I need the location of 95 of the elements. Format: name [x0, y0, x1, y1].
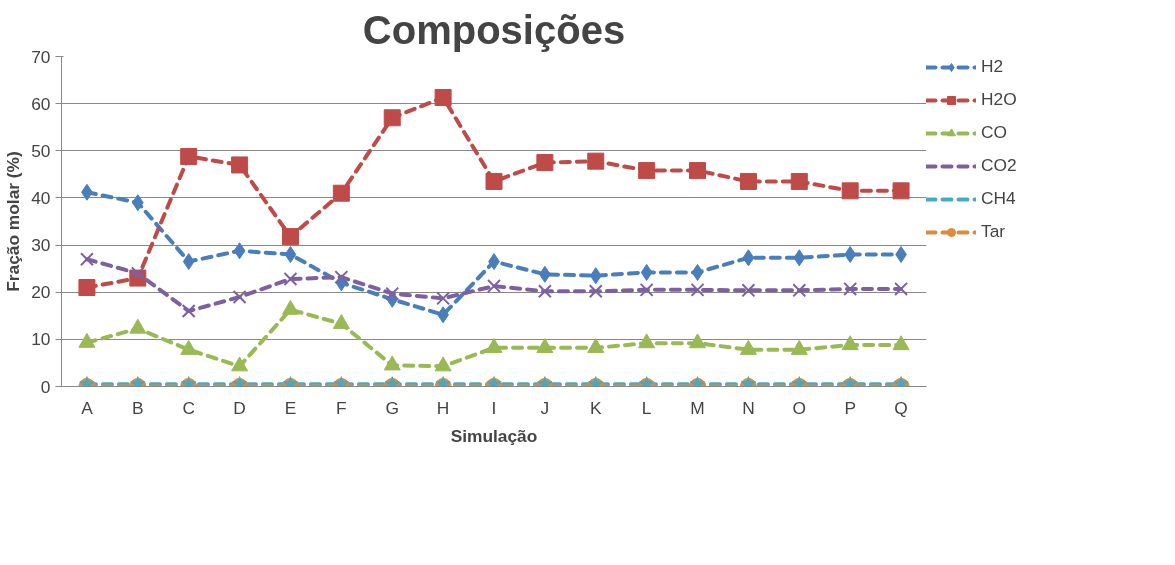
point	[841, 182, 859, 200]
chart-title: Composições	[362, 7, 626, 52]
point	[182, 253, 195, 271]
point	[281, 228, 299, 246]
point	[281, 299, 299, 315]
y-tick-label: 30	[31, 235, 51, 256]
point	[332, 184, 350, 202]
point	[436, 291, 451, 306]
x-tick-label: F	[336, 397, 347, 418]
point	[537, 284, 552, 299]
point	[332, 314, 350, 329]
point	[742, 249, 755, 267]
point	[841, 335, 859, 351]
point	[790, 339, 808, 355]
x-tick-label: G	[385, 397, 399, 418]
point	[131, 194, 144, 212]
legend-label: H2O	[981, 89, 1017, 110]
point	[790, 172, 808, 190]
point	[638, 162, 656, 180]
x-tick-label: Q	[894, 397, 908, 418]
legend-label: CO	[981, 122, 1007, 143]
point	[383, 109, 401, 127]
x-tick-label: D	[233, 397, 246, 418]
point	[892, 182, 910, 200]
point	[640, 263, 653, 281]
y-tick-label: 10	[31, 329, 51, 350]
point	[284, 246, 297, 263]
y-tick-label: 40	[31, 187, 51, 208]
point	[181, 304, 196, 319]
point	[485, 172, 503, 190]
point	[231, 156, 249, 174]
point	[232, 289, 247, 304]
point	[283, 272, 298, 287]
point	[587, 338, 605, 353]
point	[231, 356, 249, 372]
point	[689, 333, 707, 349]
point	[233, 242, 246, 260]
x-tick-label: K	[589, 397, 602, 418]
point	[793, 249, 806, 267]
x-tick-label: C	[182, 397, 195, 418]
x-tick-label: O	[792, 397, 807, 418]
point	[129, 318, 147, 334]
point	[180, 147, 198, 165]
point	[689, 162, 707, 180]
legend-label: CO2	[981, 155, 1017, 176]
point	[894, 281, 909, 296]
point	[843, 281, 858, 296]
x-tick-label: E	[284, 397, 297, 418]
legend-label: Tar	[981, 221, 1006, 242]
point	[485, 338, 503, 353]
point	[639, 282, 654, 297]
point	[739, 172, 757, 190]
point	[536, 154, 554, 172]
x-tick-label: I	[491, 397, 497, 418]
point	[589, 267, 602, 285]
x-tick-label: B	[132, 397, 144, 418]
y-tick-label: 20	[31, 282, 51, 303]
point	[739, 339, 757, 355]
x-tick-label: H	[436, 397, 450, 418]
point	[536, 338, 554, 353]
x-tick-label: M	[690, 397, 705, 418]
point	[895, 246, 907, 263]
x-tick-label: P	[844, 397, 856, 418]
x-axis-title: Simulação	[450, 425, 538, 446]
x-tick-label: L	[641, 397, 652, 418]
point	[383, 355, 401, 371]
point	[486, 279, 502, 294]
point	[587, 152, 605, 170]
point	[844, 246, 857, 263]
y-tick-label: 70	[31, 46, 51, 67]
point	[78, 332, 96, 348]
x-tick-label: J	[540, 397, 550, 418]
point	[78, 279, 96, 296]
point	[385, 286, 400, 301]
point	[434, 89, 452, 107]
point	[130, 266, 145, 281]
y-tick-label: 0	[40, 376, 51, 397]
point	[691, 263, 704, 281]
point	[741, 283, 756, 298]
point	[638, 333, 656, 349]
y-axis-title: Fração molar (%)	[3, 151, 24, 292]
point	[434, 356, 452, 372]
x-tick-label: N	[742, 397, 755, 418]
y-tick-label: 50	[31, 140, 51, 161]
point	[588, 284, 603, 299]
point	[792, 283, 807, 298]
legend-label: H2	[981, 56, 1004, 77]
x-tick-label: A	[81, 397, 94, 418]
legend-label: CH4	[981, 188, 1016, 209]
point	[892, 335, 910, 351]
point	[690, 282, 705, 297]
y-tick-label: 60	[31, 93, 51, 114]
point	[180, 339, 198, 355]
point	[79, 252, 94, 267]
point	[334, 270, 349, 285]
